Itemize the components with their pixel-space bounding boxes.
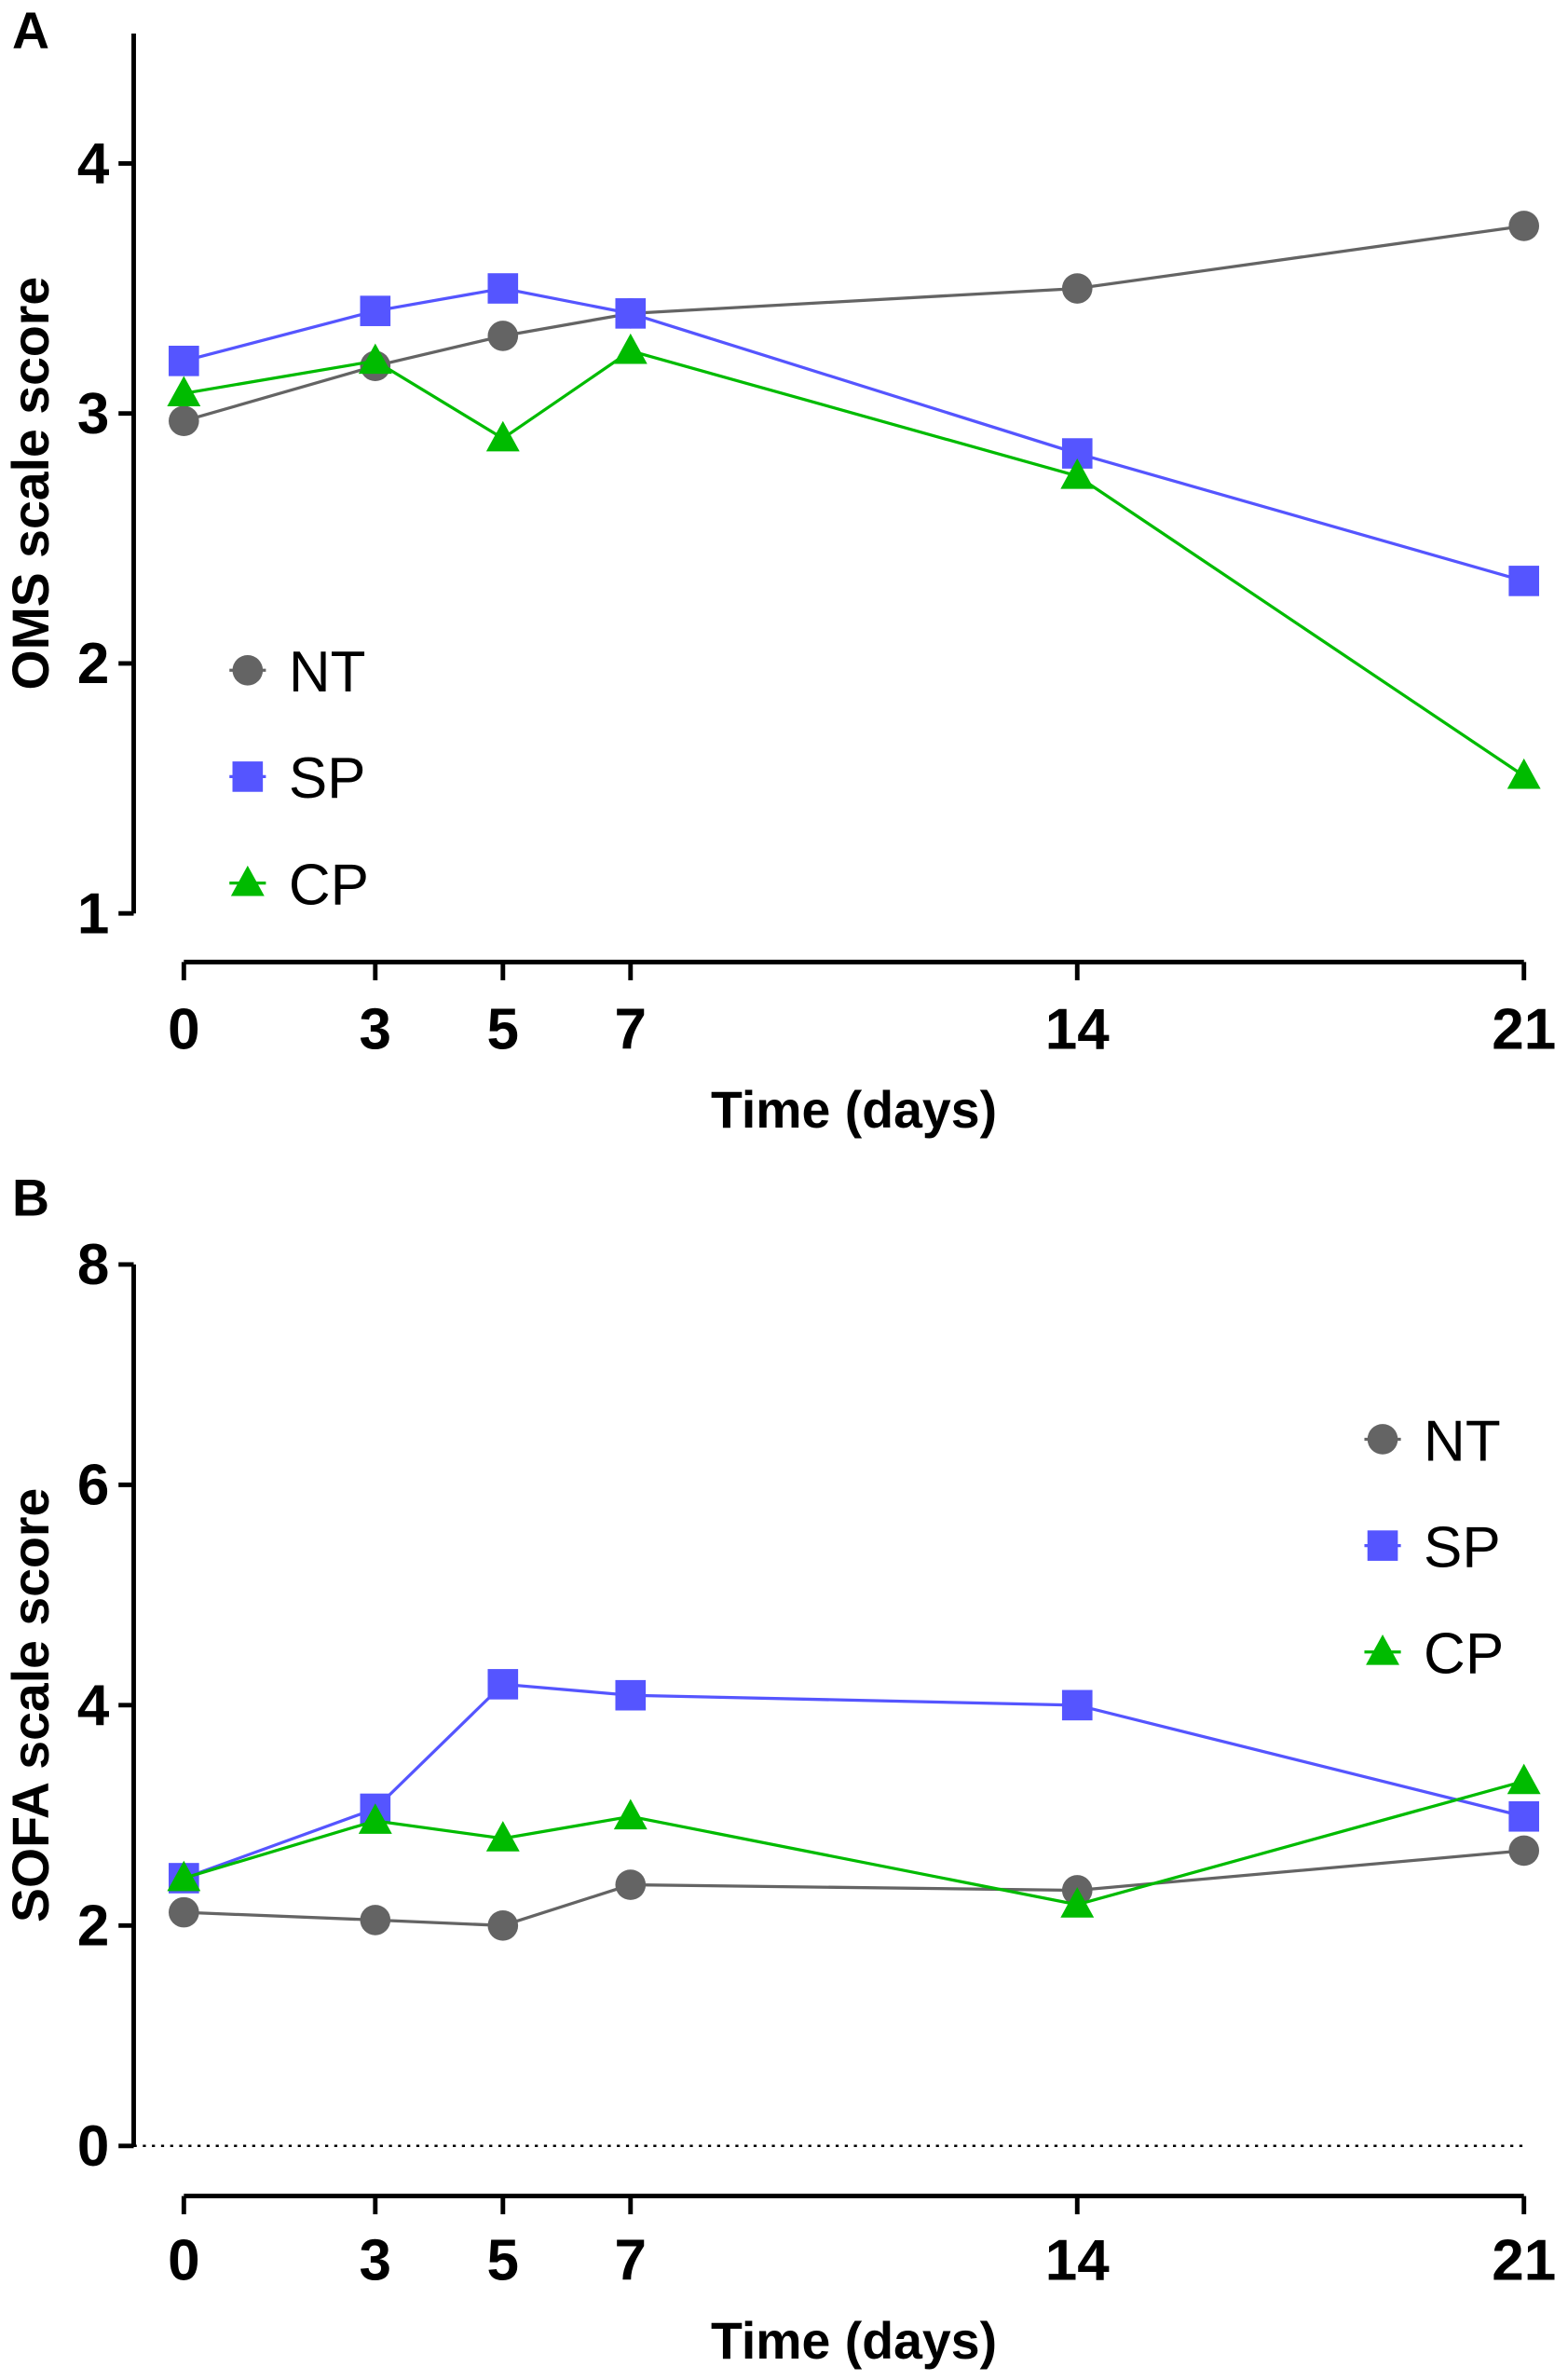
legend-marker — [1367, 1424, 1398, 1455]
legend-marker — [232, 654, 264, 686]
data-point — [169, 1896, 199, 1928]
series-line — [183, 224, 1524, 423]
series-CP — [167, 1763, 1541, 1918]
legend-item-SP: SP — [229, 746, 366, 811]
data-point — [1508, 1800, 1540, 1832]
legend-marker — [232, 761, 264, 792]
data-point — [169, 405, 199, 437]
data-point — [1507, 758, 1541, 789]
y-tick-label: 6 — [77, 1454, 109, 1518]
legend-item-NT: NT — [229, 640, 365, 704]
x-tick-label: 14 — [1045, 997, 1110, 1061]
series-line — [183, 1682, 1525, 1881]
x-tick-label: 5 — [487, 997, 519, 1061]
x-tick-label: 5 — [487, 2228, 519, 2292]
data-point — [613, 1799, 648, 1830]
legend-item-CP: CP — [1364, 1622, 1504, 1687]
y-tick-label: 4 — [77, 132, 110, 197]
data-point — [358, 343, 392, 375]
data-point — [1060, 458, 1095, 489]
legend-label: SP — [289, 746, 366, 811]
x-tick-label: 21 — [1492, 997, 1556, 1061]
y-tick-label: 3 — [77, 382, 109, 446]
legend-label: CP — [1424, 1622, 1504, 1687]
legend-item-SP: SP — [1364, 1515, 1501, 1580]
x-tick-label: 3 — [360, 2228, 391, 2292]
data-point — [167, 1860, 201, 1892]
legend-item-CP: CP — [229, 853, 369, 917]
series-NT — [169, 1835, 1540, 1941]
x-tick-label: 7 — [615, 2228, 647, 2292]
legend-label: CP — [289, 853, 369, 917]
series-line — [184, 349, 1525, 777]
data-point — [487, 321, 519, 351]
data-point — [1508, 211, 1540, 241]
panel-label: B — [12, 1169, 49, 1227]
series-SP — [169, 1669, 1540, 1894]
data-point — [485, 420, 520, 452]
series-SP — [169, 273, 1540, 596]
data-point — [1061, 1689, 1093, 1721]
x-tick-label: 7 — [615, 997, 647, 1061]
data-point — [485, 1821, 520, 1852]
data-point — [615, 1679, 647, 1711]
data-point — [615, 1869, 647, 1900]
data-point — [1061, 273, 1093, 304]
x-tick-label: 0 — [168, 997, 199, 1061]
y-tick-label: 0 — [77, 2114, 109, 2179]
legend-marker — [230, 865, 265, 896]
legend-marker — [1367, 1530, 1398, 1561]
data-point — [360, 1905, 391, 1935]
y-tick-label: 1 — [77, 882, 109, 946]
chart-panel-A: A 1 2 3 4 OMS scale score 0 3 5 7 14 21 Time (days) N… — [2, 2, 1556, 1139]
series-line — [183, 286, 1525, 582]
data-point — [358, 1803, 392, 1834]
chart-panel-B: B 0 2 4 6 8 SOFA scale score 0 3 5 7 14 21 Time (days… — [2, 1169, 1556, 2370]
y-tick-label: 4 — [77, 1674, 110, 1738]
data-point — [169, 346, 199, 376]
data-point — [1508, 1835, 1540, 1867]
data-point — [1060, 1887, 1095, 1918]
data-point — [487, 273, 519, 304]
x-tick-label: 14 — [1045, 2228, 1110, 2292]
x-tick-label: 21 — [1492, 2228, 1556, 2292]
y-axis-label: OMS scale score — [2, 277, 60, 691]
x-axis-label: Time (days) — [711, 2312, 997, 2370]
data-point — [167, 376, 201, 407]
y-axis-label: SOFA scale score — [2, 1488, 60, 1922]
data-point — [1507, 1763, 1541, 1795]
x-axis-label: Time (days) — [711, 1081, 997, 1139]
x-tick-label: 0 — [168, 2228, 199, 2292]
data-point — [487, 1910, 519, 1941]
legend-label: NT — [289, 640, 366, 704]
data-point — [615, 298, 647, 329]
y-tick-label: 2 — [77, 1894, 109, 1959]
data-point — [1508, 566, 1540, 596]
legend-marker — [1366, 1635, 1399, 1665]
panel-label: A — [12, 2, 49, 60]
y-tick-label: 8 — [77, 1233, 109, 1297]
data-point — [613, 333, 648, 364]
legend-label: SP — [1424, 1515, 1501, 1580]
series-CP — [167, 333, 1541, 789]
series-line — [183, 1779, 1525, 1907]
legend-item-NT: NT — [1364, 1409, 1501, 1473]
x-tick-label: 3 — [360, 997, 391, 1061]
legend-label: NT — [1424, 1409, 1501, 1473]
data-point — [487, 1669, 519, 1700]
series-NT — [169, 211, 1540, 437]
data-point — [360, 295, 391, 326]
y-tick-label: 2 — [77, 632, 109, 696]
